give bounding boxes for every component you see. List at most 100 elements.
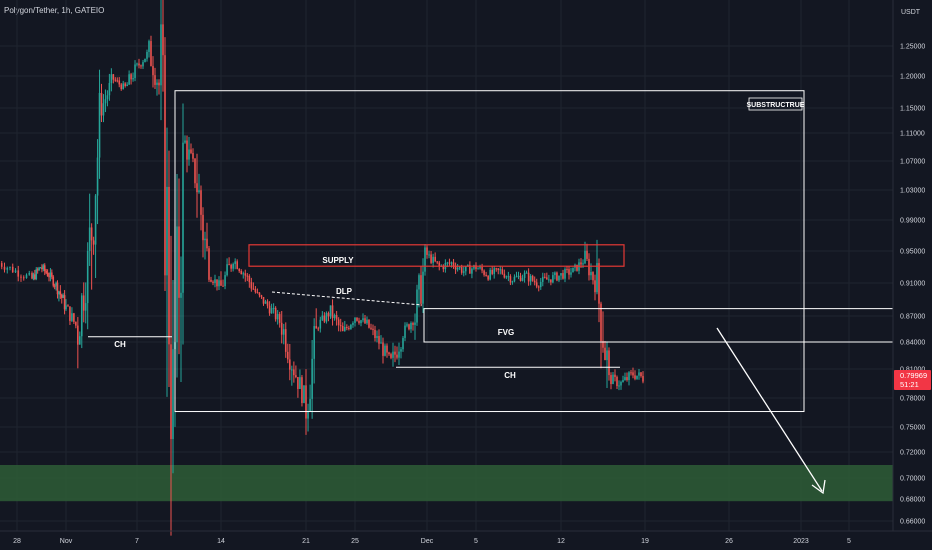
candle-body <box>82 295 85 311</box>
candle-body <box>232 263 234 269</box>
candle-body <box>432 256 434 263</box>
candle-body <box>552 275 554 283</box>
candle-body <box>59 291 62 295</box>
candle-body <box>454 266 457 270</box>
candle-body <box>228 264 230 266</box>
candle-body <box>160 24 162 86</box>
candle-body <box>477 268 479 270</box>
candle-body <box>572 267 574 273</box>
candle-body <box>568 269 570 275</box>
candle-body <box>541 276 544 282</box>
candle-body <box>80 295 83 337</box>
price-tick-label: 0.78000 <box>900 396 925 403</box>
candle-body <box>456 267 459 270</box>
time-tick-label: 28 <box>13 538 21 545</box>
candle-body <box>258 292 261 296</box>
price-tick-label: 1.07000 <box>900 159 925 166</box>
candle-body <box>464 266 467 272</box>
time-axis-ticks[interactable]: 28 Nov 7 14 21 25 Dec 5 12 19 26 2023 5 <box>13 538 851 545</box>
candle-body <box>63 295 66 310</box>
candle-countdown: 51:21 <box>900 380 919 389</box>
candle-body <box>450 262 453 264</box>
candle-body <box>408 324 410 330</box>
candle-body <box>11 266 14 273</box>
candle-body <box>594 280 596 293</box>
candle-body <box>198 190 200 193</box>
candle-body <box>172 349 174 440</box>
candle-body <box>382 342 384 356</box>
candle-body <box>200 190 202 215</box>
candle-body <box>106 95 109 100</box>
candle-body <box>469 265 471 274</box>
candle-body <box>268 305 271 314</box>
candle-body <box>156 82 158 85</box>
candle-body <box>244 273 247 276</box>
candle-body <box>535 282 538 287</box>
candle-body <box>507 276 510 278</box>
candle-body <box>430 254 432 263</box>
candle-body <box>180 292 182 298</box>
candle-body <box>22 277 25 279</box>
candle-body <box>366 319 368 324</box>
candle-body <box>323 315 326 322</box>
candle-body <box>422 271 424 304</box>
candle-body <box>194 158 196 184</box>
candle-body <box>146 51 148 59</box>
candle-body <box>368 319 370 328</box>
candle-body <box>31 273 33 279</box>
candle-body <box>362 318 364 321</box>
candle-body <box>398 351 400 358</box>
candle-body <box>118 80 121 85</box>
candle-body <box>448 262 451 264</box>
candle-body <box>202 214 204 241</box>
candle-body <box>128 74 130 85</box>
candle-body <box>92 240 95 245</box>
candle-body <box>280 322 283 335</box>
candle-body <box>570 272 572 275</box>
candle-body <box>51 272 53 277</box>
time-tick-label: 19 <box>641 538 649 545</box>
candle-body <box>291 369 293 371</box>
supply-label: SUPPLY <box>322 256 354 265</box>
candle-body <box>640 372 642 377</box>
candle-body <box>341 325 344 332</box>
candle-body <box>46 272 49 277</box>
candle-body <box>503 273 506 278</box>
candle-body <box>3 266 6 270</box>
fvg-label: FVG <box>498 328 514 337</box>
price-tick-label: 0.99000 <box>900 218 925 225</box>
price-tick-label: 0.70000 <box>900 476 925 483</box>
price-tick-label: 0.91000 <box>900 281 925 288</box>
candle-body <box>511 281 514 283</box>
price-tick-label: 0.95000 <box>900 249 925 256</box>
candle-body <box>48 276 50 278</box>
candle-body <box>28 273 31 275</box>
candle-body <box>434 256 436 262</box>
candle-body <box>544 276 546 278</box>
candle-body <box>420 275 422 304</box>
candle-body <box>192 152 194 159</box>
candle-body <box>35 269 38 280</box>
candle-body <box>140 65 142 67</box>
candles <box>0 0 644 536</box>
candle-body <box>493 268 496 274</box>
candle-body <box>564 269 566 279</box>
candle-body <box>311 358 313 399</box>
candle-body <box>286 351 289 360</box>
candle-body <box>485 274 487 277</box>
candle-body <box>612 374 614 385</box>
candle-body <box>299 377 301 389</box>
candle-body <box>321 315 324 320</box>
candle-body <box>481 267 483 271</box>
price-axis-ticks[interactable]: 1.25000 1.20000 1.15000 1.11000 1.07000 1.030… <box>900 44 925 526</box>
candle-body <box>184 140 186 143</box>
time-tick-label: Dec <box>421 538 434 545</box>
candle-body <box>208 248 210 280</box>
candle-body <box>515 276 518 278</box>
time-tick-label: 5 <box>847 538 851 545</box>
candle-body <box>479 267 481 269</box>
candle-body <box>55 282 57 286</box>
candle-body <box>327 313 330 317</box>
candle-body <box>114 79 117 81</box>
